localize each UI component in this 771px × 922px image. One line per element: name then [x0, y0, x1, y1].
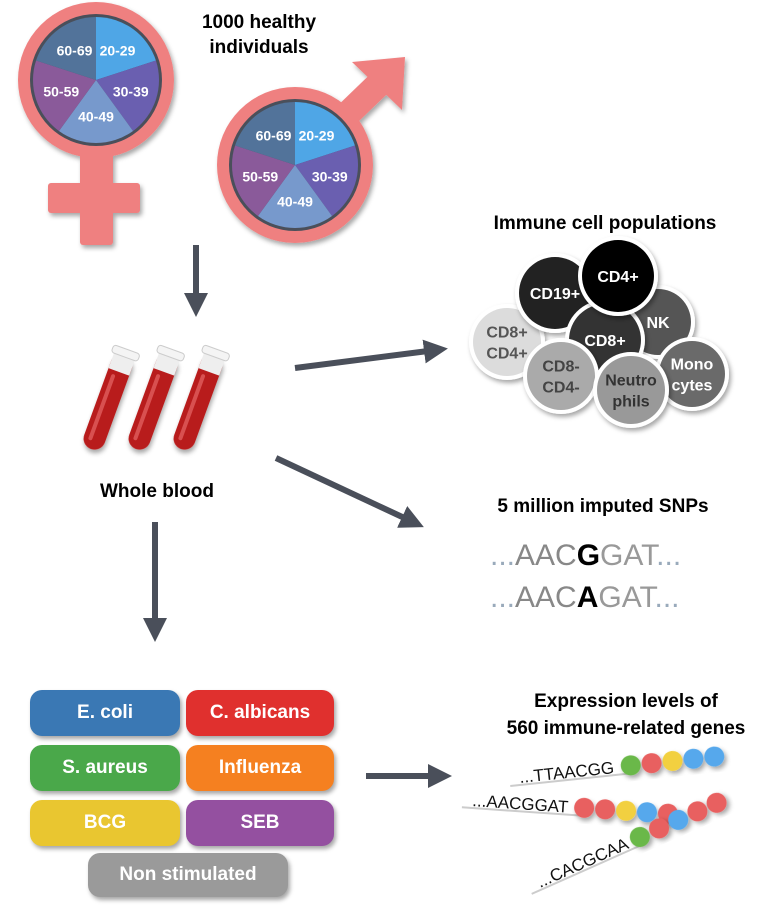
expression-title-line2: 560 immune-related genes [507, 718, 746, 739]
expression-bead [620, 755, 641, 776]
expression-bead [683, 748, 704, 769]
age-group-label: 30-39 [312, 168, 348, 184]
expression-bead [668, 809, 689, 830]
age-group-label: 60-69 [256, 127, 292, 143]
svg-text:CD8+: CD8+ [486, 325, 527, 342]
snp-sequences: ...AACGGAT... ...AACAGAT... [490, 539, 681, 614]
svg-text:CD4+: CD4+ [597, 269, 638, 286]
gene-sequence: ...CACGCAA [534, 834, 632, 892]
stimulus-s-aureus[interactable]: S. aureus [30, 745, 180, 791]
expression-bead [687, 801, 708, 822]
expression-title-line1: Expression levels of [534, 691, 718, 712]
svg-text:Neutro: Neutro [605, 373, 657, 390]
arrow-right-icon [294, 339, 448, 371]
pie-slice [36, 17, 96, 80]
male-age-pie: 20-29 30-39 40-49 50-59 60-69 [229, 99, 361, 231]
pie-slice [295, 102, 355, 165]
svg-text:NK: NK [646, 315, 670, 332]
female-age-pie: 20-29 30-39 40-49 50-59 60-69 [30, 14, 162, 146]
gene-sequence: ...AACGGAT [472, 791, 569, 817]
tube-icon [128, 344, 185, 450]
expression-bead [662, 750, 683, 771]
age-group-label: 40-49 [78, 109, 114, 125]
bead-string: ...AACGGAT [461, 791, 678, 824]
pie-slice [235, 102, 295, 165]
stimulus-influenza[interactable]: Influenza [186, 745, 334, 791]
stimulus-c-albicans[interactable]: C. albicans [186, 690, 334, 736]
svg-text:CD8+: CD8+ [584, 333, 625, 350]
arrow-diagonal-icon [274, 455, 424, 528]
pie-slice [33, 60, 96, 131]
bead-string: ...TTAACGG [510, 746, 725, 788]
stimulus-non-stimulated[interactable]: Non stimulated [88, 853, 288, 897]
tube-icon [83, 344, 140, 450]
age-group-label: 60-69 [57, 42, 93, 58]
expression-bead [574, 797, 595, 818]
expression-bead [641, 753, 662, 774]
cell-neutro-phils: Neutro phils [593, 352, 669, 428]
svg-text:cytes: cytes [672, 378, 713, 395]
cohort-title-line2: individuals [209, 37, 308, 58]
cohort-title-line1: 1000 healthy [202, 12, 316, 33]
age-group-label: 20-29 [299, 127, 335, 143]
age-group-label: 20-29 [100, 42, 136, 58]
pie-slice [58, 80, 134, 143]
svg-text:CD4-: CD4- [542, 380, 579, 397]
snp-title: 5 million imputed SNPs [497, 496, 708, 517]
age-group-label: 50-59 [242, 168, 278, 184]
svg-text:phils: phils [612, 394, 649, 411]
expression-bead [704, 746, 725, 767]
immune-cell-cluster: CD8+ CD4+ CD19+ NK CD8+ CD4+ CD8- CD4- Mono cytes… [469, 236, 729, 428]
pie-slice [96, 60, 159, 131]
cell-cd8--cd4: CD8- CD4- [523, 338, 599, 414]
age-group-label: 50-59 [43, 83, 79, 99]
pie-slice [96, 17, 156, 80]
cell-cd8pos-cd4pos: CD8+ CD4+ [469, 304, 545, 380]
svg-text:CD4+: CD4+ [486, 346, 527, 363]
pie-slice [232, 145, 295, 216]
gene-sequence: ...TTAACGG [518, 758, 615, 787]
expression-bead [649, 818, 670, 839]
stimulus-bcg[interactable]: BCG [30, 800, 180, 846]
age-group-label: 40-49 [277, 194, 313, 210]
expression-bead [629, 826, 650, 847]
tube-icon [173, 344, 230, 450]
expression-bead [595, 799, 616, 820]
expression-bead [706, 792, 727, 813]
expression-bead-strings: ...TTAACGG ...AACGGAT ...CACGCAA [461, 746, 727, 895]
pie-slice [257, 165, 333, 228]
snp-sequence-2: ...AACAGAT... [490, 581, 680, 614]
cell-mono-cytes: Mono cytes [655, 337, 729, 411]
svg-text:CD19+: CD19+ [530, 286, 580, 303]
expression-bead [616, 800, 637, 821]
pie-slice [295, 145, 358, 216]
svg-text:CD8-: CD8- [542, 359, 579, 376]
immune-title: Immune cell populations [494, 213, 717, 234]
cell-cd4pos: CD4+ [578, 236, 658, 316]
age-group-label: 30-39 [113, 83, 149, 99]
sample-label: Whole blood [100, 481, 214, 502]
stimulus-e-coli[interactable]: E. coli [30, 690, 180, 736]
stimulus-seb[interactable]: SEB [186, 800, 334, 846]
svg-text:Mono: Mono [671, 357, 714, 374]
blood-tubes-icon [83, 344, 230, 450]
snp-sequence-1: ...AACGGAT... [490, 539, 681, 572]
expression-bead [636, 802, 657, 823]
cell-cd19pos: CD19+ [515, 253, 595, 333]
